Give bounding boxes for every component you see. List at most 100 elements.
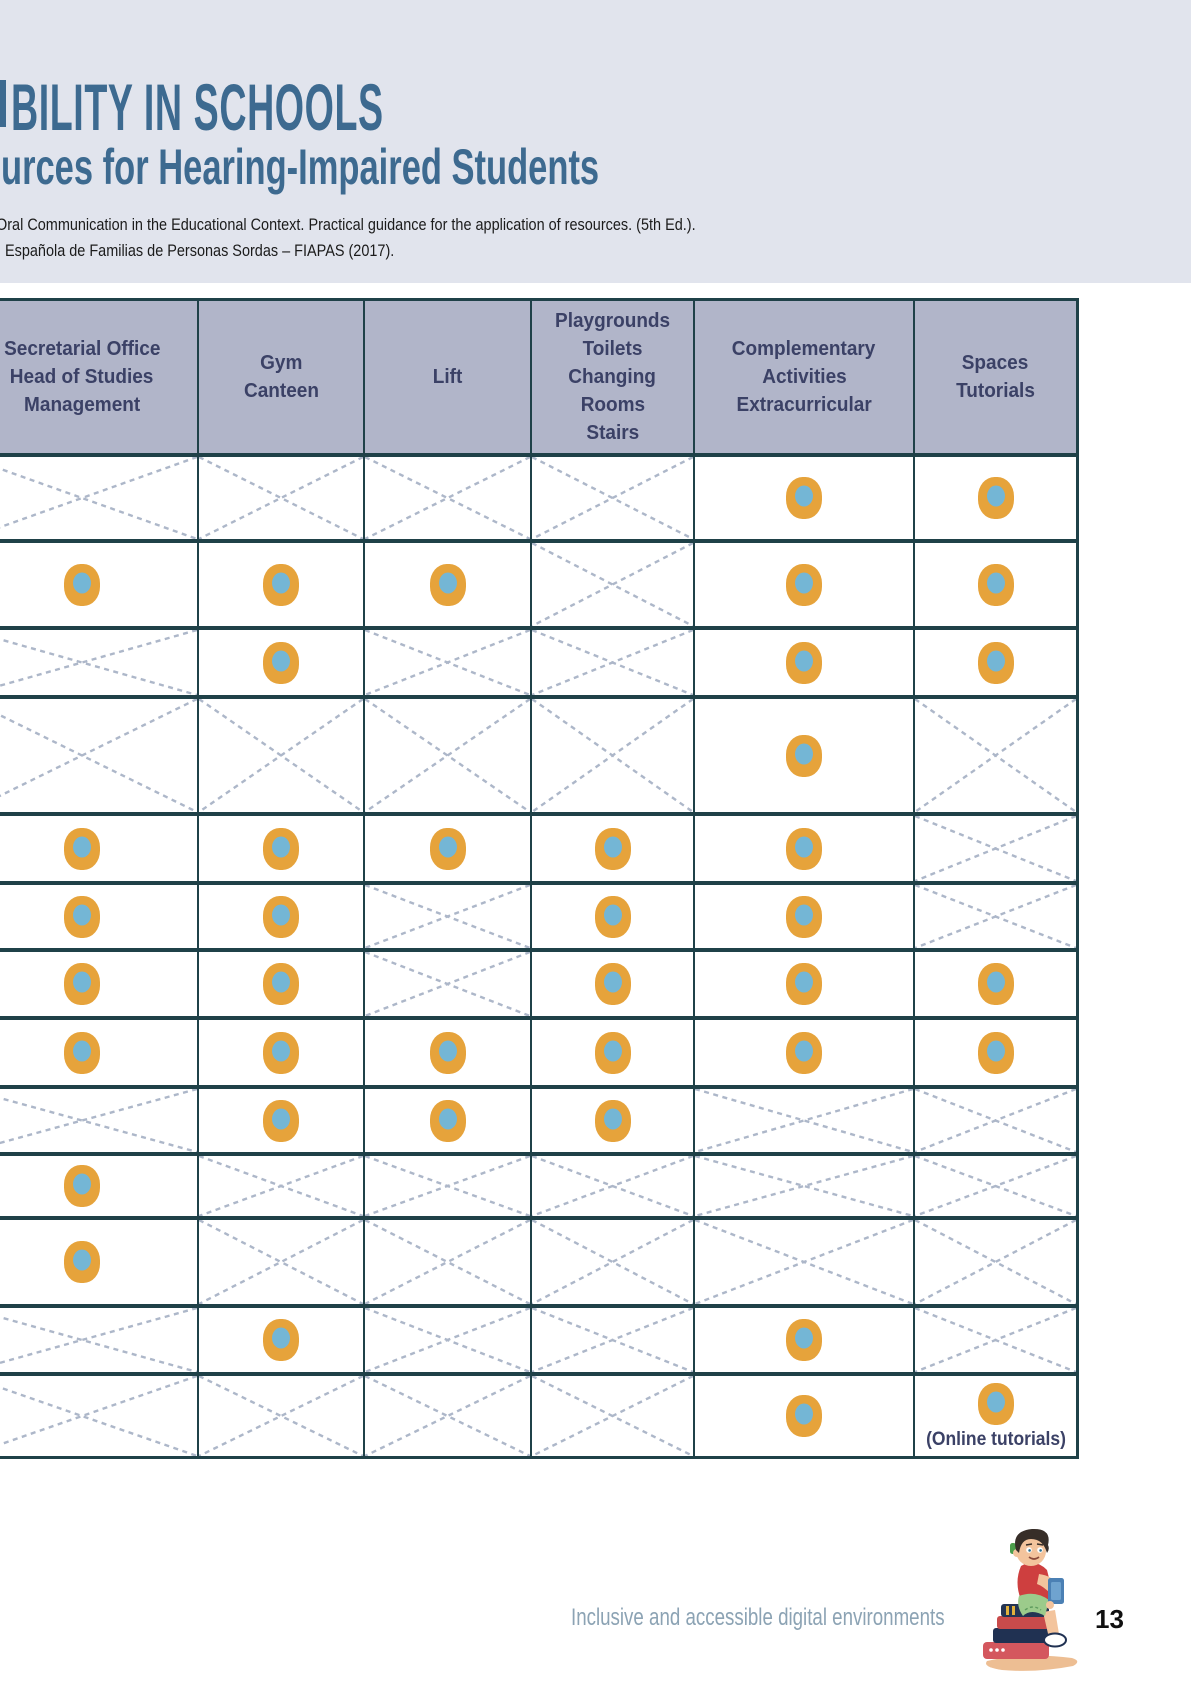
not-applicable-cross-icon: [0, 1089, 197, 1152]
not-applicable-cross-icon: [365, 457, 530, 539]
column-header-line: Head of Studies: [10, 366, 154, 388]
availability-dot-icon: [263, 1319, 299, 1361]
table-cell: [915, 816, 1076, 881]
table-cell: [695, 952, 913, 1016]
page-number: 13: [1095, 1604, 1124, 1634]
column-header-line: Secretarial Office: [3, 338, 161, 360]
table-cell: [365, 1376, 530, 1456]
not-applicable-cross-icon: [915, 1156, 1076, 1216]
not-applicable-cross-icon: [365, 1308, 530, 1372]
page-title: BILITY IN SCHOOLS: [11, 70, 384, 144]
availability-dot-icon: [263, 895, 299, 938]
table-cell: [0, 699, 197, 812]
column-header-line: Extracurricular: [736, 394, 872, 416]
column-header-line: Toilets: [582, 338, 643, 360]
online-tutorials-note: (Online tutorials): [925, 1429, 1066, 1450]
availability-dot-icon: [977, 641, 1014, 684]
availability-dot-icon: [594, 1031, 631, 1074]
table-cell: [365, 1089, 530, 1152]
table-cell: [695, 699, 913, 812]
column-header-4: Playgrounds Toilets Changing Rooms Stairs: [532, 301, 693, 453]
availability-dot-icon: [429, 1031, 466, 1074]
table-cell: [915, 630, 1076, 695]
availability-dot-icon: [977, 563, 1014, 606]
column-header-line: Canteen: [243, 380, 319, 402]
availability-dot-icon: [786, 963, 822, 1005]
table-cell: [365, 885, 530, 948]
table-cell: [0, 1156, 197, 1216]
availability-dot-icon: [786, 1319, 822, 1361]
not-applicable-cross-icon: [0, 1376, 197, 1456]
column-header-line: Stairs: [586, 422, 639, 444]
column-header-5: Complementary Activities Extracurricular: [695, 301, 913, 453]
not-applicable-cross-icon: [365, 630, 530, 695]
availability-dot-icon: [429, 1099, 466, 1142]
table-cell: [915, 1156, 1076, 1216]
not-applicable-cross-icon: [695, 1220, 913, 1304]
not-applicable-cross-icon: [532, 543, 693, 626]
availability-dot-icon: [64, 827, 100, 870]
table-cell: [915, 699, 1076, 812]
not-applicable-cross-icon: [199, 1156, 363, 1216]
table-cell: [199, 699, 363, 812]
table-cell: [365, 952, 530, 1016]
page-header-banner: BILITY IN SCHOOLS urces for Hearing-Impa…: [0, 0, 1191, 283]
availability-dot-icon: [263, 1031, 299, 1074]
table-cell: [199, 1020, 363, 1085]
table-cell: [695, 885, 913, 948]
table-cell: [695, 457, 913, 539]
not-applicable-cross-icon: [532, 699, 693, 812]
not-applicable-cross-icon: [915, 1089, 1076, 1152]
table-cell: [695, 543, 913, 626]
column-header-3: Lift: [365, 301, 530, 453]
table-cell: [199, 885, 363, 948]
availability-dot-icon: [594, 895, 631, 938]
not-applicable-cross-icon: [695, 1089, 913, 1152]
not-applicable-cross-icon: [532, 1376, 693, 1456]
column-header-line: Spaces: [962, 352, 1029, 374]
table-cell: [199, 630, 363, 695]
availability-dot-icon: [977, 477, 1014, 519]
table-cell: [365, 699, 530, 812]
availability-dot-icon: [263, 563, 299, 606]
table-cell: [0, 1376, 197, 1456]
table-cell: [532, 885, 693, 948]
table-cell: [915, 1020, 1076, 1085]
table-cell: [199, 1308, 363, 1372]
availability-dot-icon: [786, 734, 822, 777]
availability-dot-icon: [786, 563, 822, 606]
table-cell: [365, 543, 530, 626]
table-cell: [915, 1089, 1076, 1152]
table-cell: [532, 1376, 693, 1456]
table-cell: [915, 1308, 1076, 1372]
not-applicable-cross-icon: [532, 1156, 693, 1216]
table-cell: [199, 1156, 363, 1216]
column-header-line: Tutorials: [956, 380, 1035, 402]
table-cell: [915, 1220, 1076, 1304]
not-applicable-cross-icon: [915, 1220, 1076, 1304]
table-cell: [365, 1156, 530, 1216]
table-cell: [915, 885, 1076, 948]
table-cell: [365, 1220, 530, 1304]
table-cell: [0, 816, 197, 881]
table-cell: [695, 1308, 913, 1372]
table-cell: [532, 457, 693, 539]
availability-dot-icon: [429, 563, 466, 606]
not-applicable-cross-icon: [199, 699, 363, 812]
not-applicable-cross-icon: [199, 457, 363, 539]
table-cell: [695, 1156, 913, 1216]
column-header-1: Secretarial Office Head of Studies Managem…: [0, 301, 197, 453]
table-cell: [199, 952, 363, 1016]
table-cell: [695, 1376, 913, 1456]
table-cell: [915, 543, 1076, 626]
table-cell: [532, 952, 693, 1016]
resources-table: Secretarial Office Head of Studies Managem…: [0, 298, 1079, 1459]
not-applicable-cross-icon: [915, 1308, 1076, 1372]
availability-dot-icon: [64, 895, 100, 938]
not-applicable-cross-icon: [915, 816, 1076, 881]
table-cell: [0, 885, 197, 948]
availability-dot-icon: [263, 1099, 299, 1142]
table-cell: [915, 457, 1076, 539]
table-cell: [532, 630, 693, 695]
availability-dot-icon: [786, 1031, 822, 1074]
